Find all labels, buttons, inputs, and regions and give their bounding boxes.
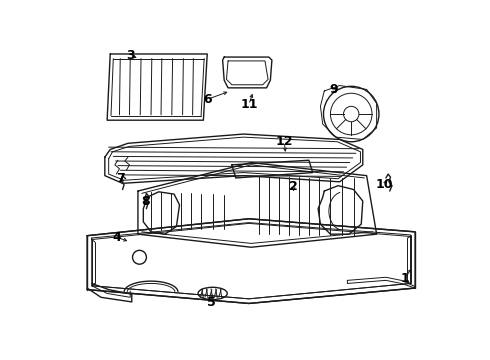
Text: 1: 1 [401,271,410,284]
Text: 11: 11 [240,98,258,111]
Text: 5: 5 [207,296,216,309]
Text: 9: 9 [329,83,338,96]
Text: 8: 8 [141,195,150,208]
Text: 2: 2 [289,180,298,193]
Text: 6: 6 [203,93,212,106]
Text: 10: 10 [376,177,393,190]
Text: 3: 3 [126,49,135,62]
Text: 4: 4 [112,231,121,244]
Text: 12: 12 [275,135,293,148]
Text: 7: 7 [116,172,124,185]
